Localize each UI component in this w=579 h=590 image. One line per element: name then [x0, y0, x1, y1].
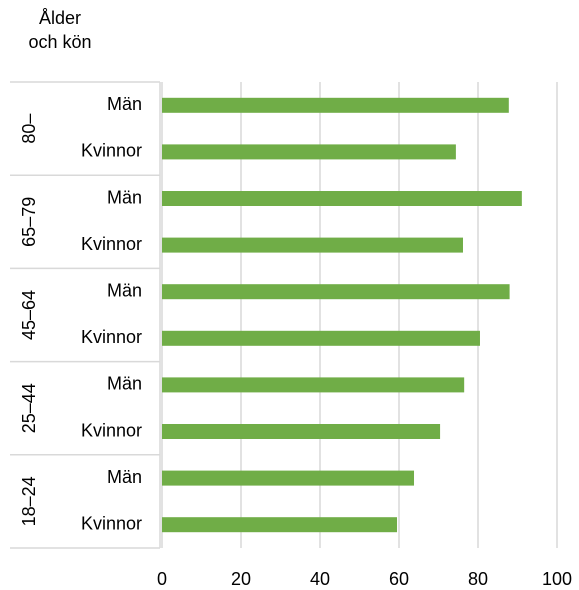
group-label: 25–44 [19, 383, 39, 433]
group-label: 18–24 [19, 476, 39, 526]
bar [162, 470, 415, 486]
bar [162, 377, 465, 393]
axis-title: Ålder och kön [28, 8, 92, 52]
y-tick-label: Män [107, 187, 142, 207]
bar [162, 424, 441, 439]
y-tick-label: Män [107, 467, 142, 487]
x-tick-label: 100 [542, 569, 572, 589]
y-tick-label: Kvinnor [81, 327, 142, 347]
bar [162, 330, 480, 346]
group-label: 80– [19, 114, 39, 144]
y-tick-label: Kvinnor [81, 141, 142, 161]
x-tick-label: 20 [231, 569, 251, 589]
bar [162, 237, 463, 253]
bar [162, 191, 522, 206]
y-tick-label: Kvinnor [81, 234, 142, 254]
x-tick-label: 60 [389, 569, 409, 589]
y-tick-label: Kvinnor [81, 513, 142, 533]
group-label: 45–64 [19, 290, 39, 340]
group-label: 65–79 [19, 197, 39, 247]
bar [162, 517, 398, 533]
y-tick-label: Män [107, 280, 142, 300]
bar [162, 97, 509, 113]
x-tick-label: 0 [157, 569, 167, 589]
bar [162, 144, 456, 160]
bar [162, 284, 510, 300]
x-tick-label: 40 [310, 569, 330, 589]
y-tick-label: Män [107, 374, 142, 394]
y-tick-label: Män [107, 94, 142, 114]
y-tick-label: Kvinnor [81, 420, 142, 440]
x-tick-label: 80 [468, 569, 488, 589]
